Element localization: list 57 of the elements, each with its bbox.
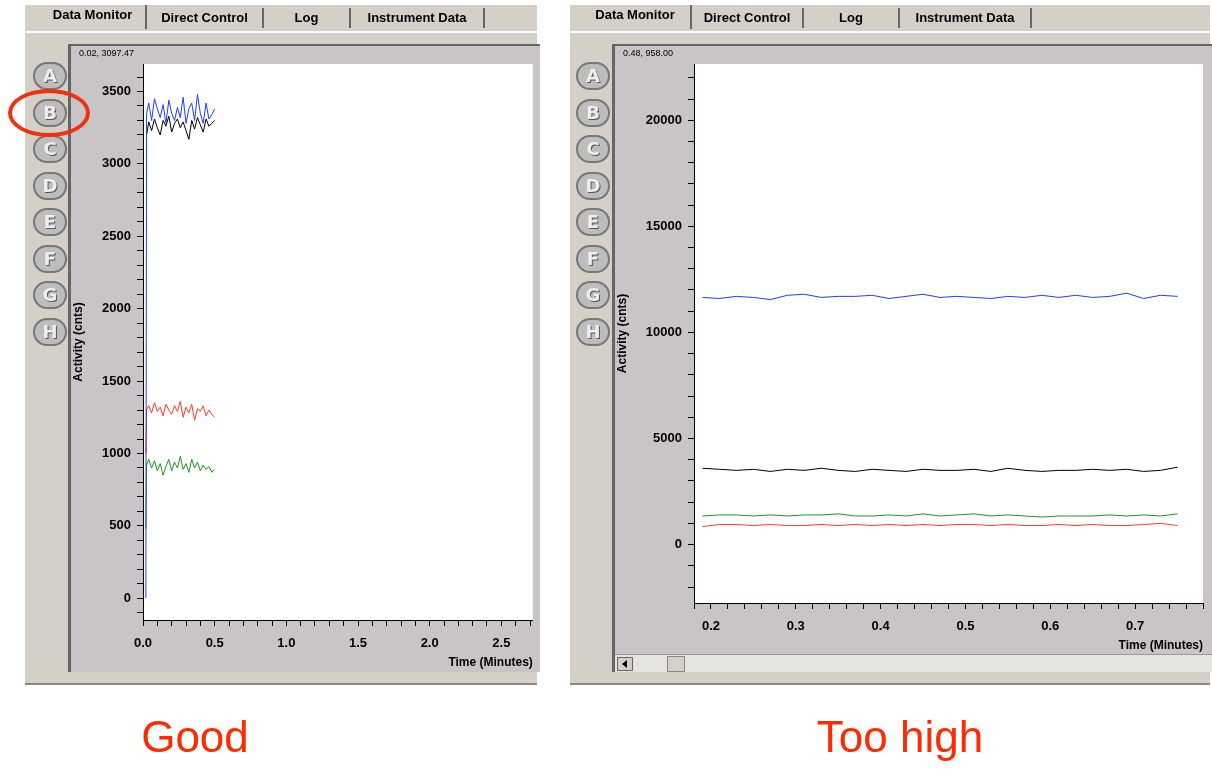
text: Direct Control xyxy=(147,8,264,28)
text: Instrument Data xyxy=(351,8,485,28)
text: H xyxy=(33,317,67,346)
text: C xyxy=(33,135,67,163)
text: Instrument Data xyxy=(900,8,1032,28)
text: 0.48, 958.00 xyxy=(623,48,674,58)
x-tick-label: 0.4 xyxy=(871,618,891,634)
y-tick-label: 5000 xyxy=(653,430,682,446)
text: F xyxy=(33,244,67,273)
text: B xyxy=(33,98,67,127)
text: D xyxy=(33,171,67,200)
x-tick-label: 0.5 xyxy=(205,635,224,651)
text: E xyxy=(33,208,67,236)
text: Log xyxy=(264,8,351,28)
text: E xyxy=(576,208,610,236)
text: G xyxy=(33,281,67,309)
y-tick-label: 0 xyxy=(123,589,131,605)
y-tick-label: 500 xyxy=(109,517,131,533)
text: G xyxy=(576,281,610,309)
text: Direct Control xyxy=(692,8,804,28)
text: C xyxy=(576,135,610,163)
text: Good xyxy=(140,712,250,762)
text: A xyxy=(576,62,610,90)
x-tick-label: 1.0 xyxy=(277,635,296,651)
y-tick-label: 15000 xyxy=(645,217,682,233)
text: A xyxy=(33,62,67,90)
x-axis-title: Time (Minutes) xyxy=(448,655,533,670)
x-tick-label: 0.0 xyxy=(133,635,153,651)
y-tick-label: 1500 xyxy=(102,372,131,388)
x-tick-label: 1.5 xyxy=(348,635,368,651)
text: H xyxy=(576,317,610,346)
text: 0.02, 3097.47 xyxy=(79,48,135,58)
y-tick-label: 0 xyxy=(674,536,682,552)
y-axis-title: Activity (cnts) xyxy=(70,302,85,382)
y-tick-label: 3000 xyxy=(102,155,131,171)
y-tick-label: 1000 xyxy=(102,445,131,461)
x-tick-label: 0.3 xyxy=(786,618,805,634)
text: F xyxy=(576,244,610,273)
text: B xyxy=(576,98,610,127)
x-tick-label: 2.5 xyxy=(492,635,511,651)
x-tick-label: 0.5 xyxy=(956,618,975,634)
y-tick-label: 10000 xyxy=(645,324,682,340)
y-axis-title: Activity (cnts) xyxy=(614,293,629,374)
text: Too high xyxy=(815,712,985,762)
y-tick-label: 2500 xyxy=(102,227,131,243)
text: Data Monitor xyxy=(580,5,692,29)
text: D xyxy=(576,171,610,200)
y-tick-label: 2000 xyxy=(102,300,131,316)
text: Data Monitor xyxy=(40,5,147,29)
x-axis-title: Time (Minutes) xyxy=(1118,638,1203,653)
text: Log xyxy=(804,8,900,28)
x-tick-label: 0.7 xyxy=(1126,618,1145,634)
x-tick-label: 0.6 xyxy=(1041,618,1060,634)
x-tick-label: 0.2 xyxy=(701,618,721,634)
y-tick-label: 20000 xyxy=(645,111,682,127)
y-tick-label: 3500 xyxy=(102,83,131,99)
x-tick-label: 2.0 xyxy=(420,635,439,651)
